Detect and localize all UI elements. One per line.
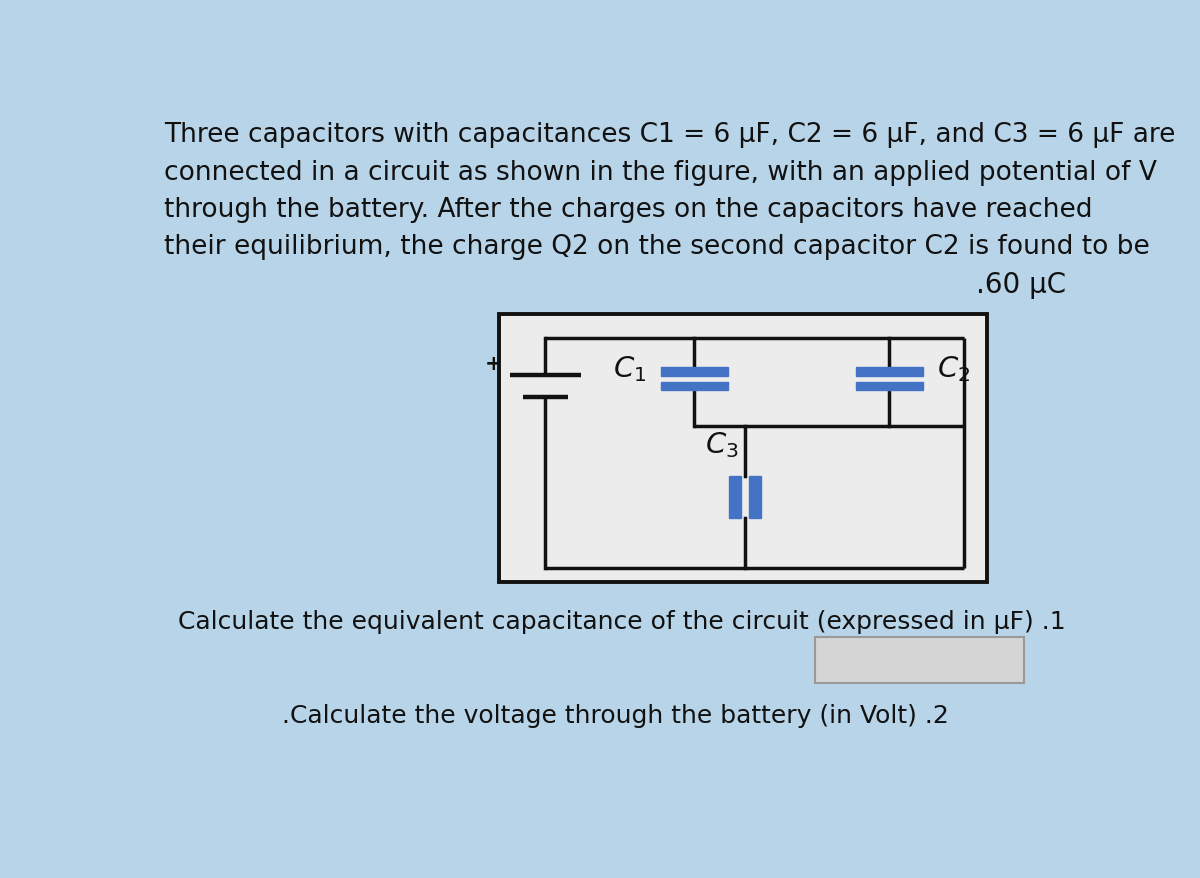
Bar [856, 367, 923, 376]
Text: connected in a circuit as shown in the figure, with an applied potential of V: connected in a circuit as shown in the f… [164, 160, 1157, 185]
Bar [660, 367, 727, 376]
Text: Three capacitors with capacitances C1 = 6 μF, C2 = 6 μF, and C3 = 6 μF are: Three capacitors with capacitances C1 = … [164, 122, 1175, 148]
Bar [728, 477, 742, 518]
Text: through the battery. After the charges on the capacitors have reached: through the battery. After the charges o… [164, 197, 1092, 223]
Text: Calculate the equivalent capacitance of the circuit (expressed in μF) .1: Calculate the equivalent capacitance of … [179, 609, 1066, 633]
Text: their equilibrium, the charge Q2 on the second capacitor C2 is found to be: their equilibrium, the charge Q2 on the … [164, 234, 1150, 260]
Text: .Calculate the voltage through the battery (in Volt) .2: .Calculate the voltage through the batte… [282, 703, 948, 728]
FancyBboxPatch shape [815, 637, 1024, 683]
Text: $C_1$: $C_1$ [613, 354, 647, 384]
Text: +: + [485, 354, 502, 374]
FancyBboxPatch shape [499, 315, 986, 582]
Text: $C_3$: $C_3$ [706, 430, 739, 459]
Bar [749, 477, 762, 518]
Bar [660, 382, 727, 391]
Text: .60 μC: .60 μC [976, 271, 1066, 299]
Text: $C_2$: $C_2$ [937, 354, 970, 384]
Bar [856, 382, 923, 391]
